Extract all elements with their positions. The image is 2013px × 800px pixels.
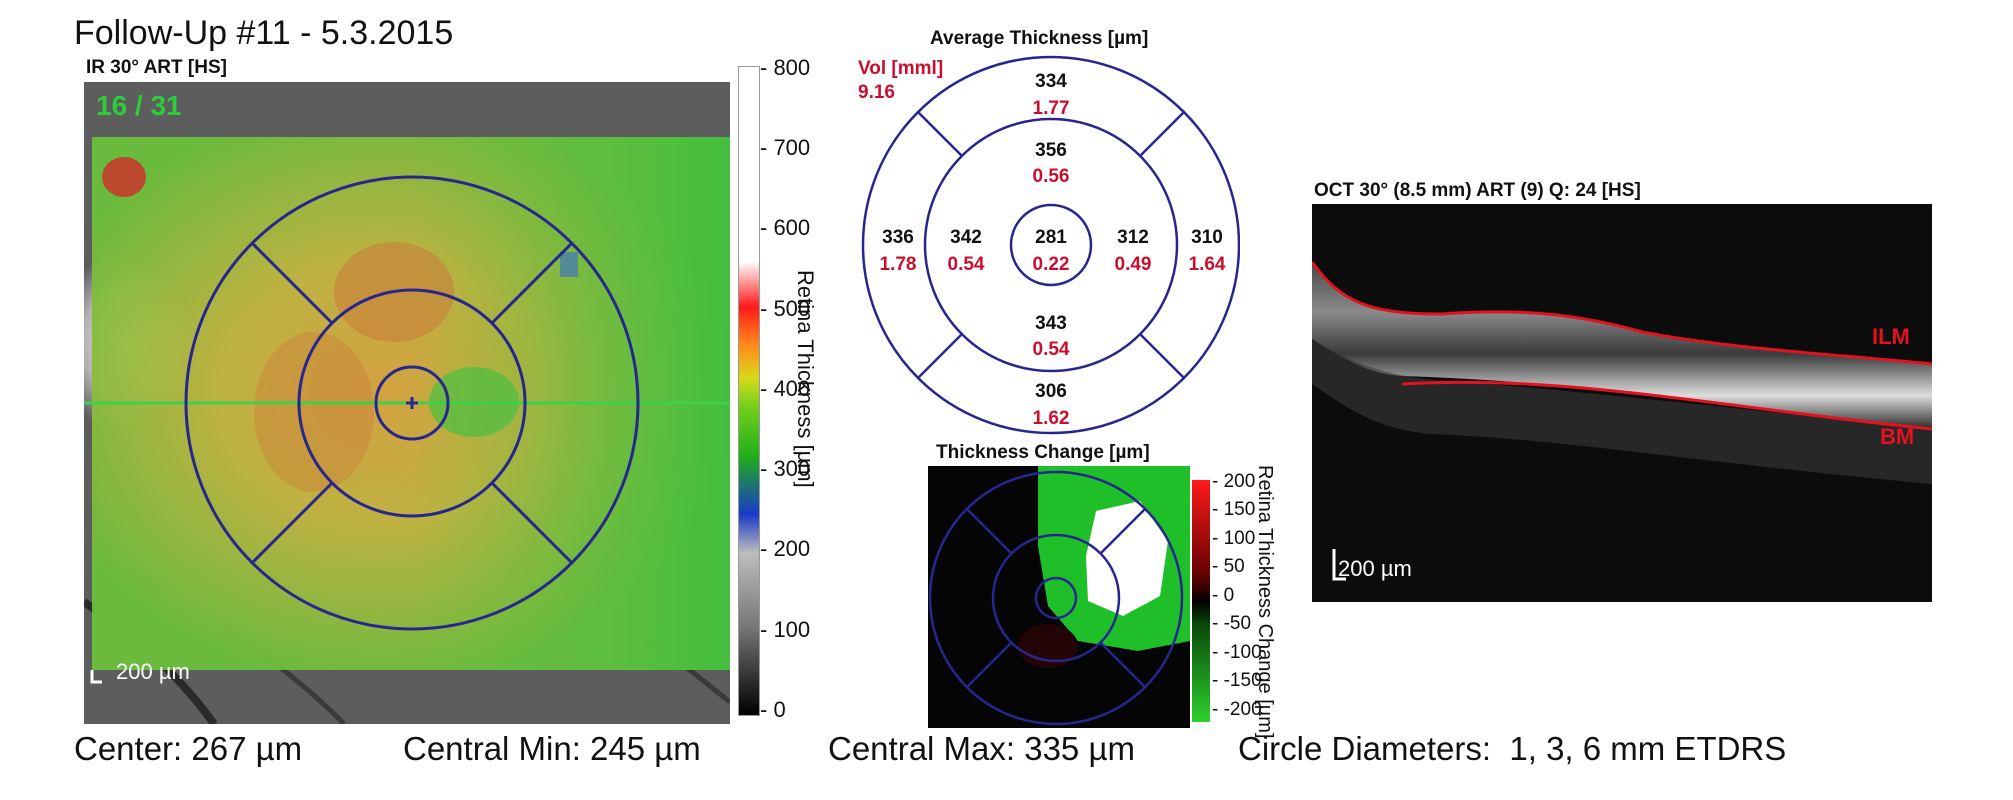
- inner-bottom-thickness: 343: [1035, 313, 1067, 334]
- thickness-colorbar-tick: - 0: [760, 696, 786, 722]
- thickness-colorbar-tick: - 100: [760, 616, 811, 642]
- thickness-colorbar: [738, 66, 760, 716]
- thickness-colorbar-tick: - 700: [760, 135, 811, 161]
- outer-top-volume: 1.77: [1033, 98, 1070, 119]
- fundus-scale-label: 200 µm: [116, 659, 190, 684]
- oct-scale-label: 200 µm: [1338, 556, 1412, 581]
- change-colorbar-tick: - -100: [1212, 641, 1262, 663]
- page-title: Follow-Up #11 - 5.3.2015: [74, 14, 454, 52]
- thickness-colorbar-tick: - 500: [760, 295, 811, 321]
- outer-bottom-volume: 1.62: [1033, 408, 1070, 429]
- thickness-colorbar-tick: - 800: [760, 54, 811, 80]
- center-volume: 0.22: [1033, 254, 1070, 275]
- thickness-colorbar-tick: - 200: [760, 536, 811, 562]
- center-measurement: Center: 267 µm: [74, 730, 303, 767]
- inner-left-thickness: 342: [950, 227, 982, 248]
- inner-right-thickness: 312: [1117, 227, 1149, 248]
- slice-counter: 16 / 31: [96, 90, 182, 121]
- inner-top-thickness: 356: [1035, 140, 1067, 161]
- change-colorbar-tick: - 50: [1212, 556, 1245, 578]
- oct-scan-label: OCT 30° (8.5 mm) ART (9) Q: 24 [HS]: [1314, 180, 1641, 201]
- inner-top-volume: 0.56: [1033, 166, 1070, 187]
- outer-left-volume: 1.78: [880, 254, 917, 275]
- thickness-change-title: Thickness Change [µm]: [936, 442, 1150, 463]
- outer-right-thickness: 310: [1191, 227, 1223, 248]
- volume-value: 9.16: [858, 82, 895, 103]
- change-colorbar-tick: - -150: [1212, 670, 1262, 692]
- change-colorbar-tick: - 0: [1212, 584, 1235, 606]
- volume-label: Vol [mml]: [858, 58, 944, 79]
- circle-diameters: Circle Diameters: 1, 3, 6 mm ETDRS: [1238, 730, 1787, 767]
- thickness-colorbar-tick: - 300: [760, 456, 811, 482]
- inner-bottom-volume: 0.54: [1033, 339, 1070, 360]
- fundus-thickness-map[interactable]: 16 / 31 200 µm: [84, 82, 730, 724]
- central-max-measurement: Central Max: 335 µm: [828, 730, 1135, 767]
- inner-left-volume: 0.54: [948, 254, 985, 275]
- change-colorbar-tick: - -50: [1212, 613, 1252, 635]
- change-colorbar-tick: - -200: [1212, 698, 1262, 720]
- change-colorbar: [1192, 480, 1210, 722]
- fundus-label: IR 30° ART [HS]: [86, 57, 227, 78]
- outer-top-thickness: 334: [1035, 71, 1067, 92]
- average-thickness-chart: 334 1.77 356 0.56 336 1.78 342 0.54 281 …: [861, 55, 1240, 435]
- thickness-change-map[interactable]: [928, 466, 1190, 728]
- change-colorbar-tick: - 100: [1212, 527, 1256, 549]
- thickness-colorbar-label: Retina Thickness [µm]: [793, 270, 818, 488]
- change-colorbar-label: Retina Thickness Change [µm]: [1254, 465, 1276, 739]
- outer-left-thickness: 336: [882, 227, 914, 248]
- change-colorbar-tick: - 200: [1212, 470, 1256, 492]
- ilm-label: ILM: [1872, 324, 1910, 349]
- outer-bottom-thickness: 306: [1035, 381, 1067, 402]
- outer-right-volume: 1.64: [1189, 254, 1226, 275]
- bm-label: BM: [1880, 424, 1915, 449]
- thickness-colorbar-tick: - 600: [760, 215, 811, 241]
- oct-scan-image[interactable]: [1312, 204, 1932, 602]
- inner-right-volume: 0.49: [1115, 254, 1152, 275]
- change-colorbar-tick: - 150: [1212, 499, 1256, 521]
- central-min-measurement: Central Min: 245 µm: [403, 730, 701, 767]
- thickness-colorbar-tick: - 400: [760, 375, 811, 401]
- average-thickness-title: Average Thickness [µm]: [930, 28, 1149, 49]
- center-thickness: 281: [1035, 227, 1067, 248]
- fundus-image: [84, 82, 730, 724]
